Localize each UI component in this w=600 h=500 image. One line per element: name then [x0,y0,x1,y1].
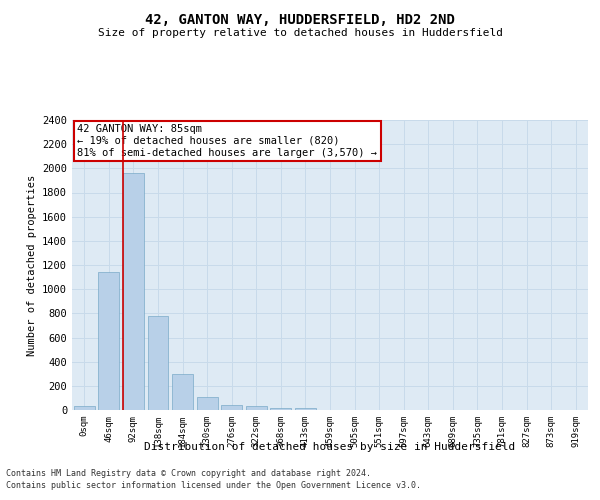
Text: Distribution of detached houses by size in Huddersfield: Distribution of detached houses by size … [145,442,515,452]
Bar [98,272,119,410]
Bar [221,404,242,410]
Y-axis label: Number of detached properties: Number of detached properties [26,174,37,356]
Bar [74,406,95,410]
Bar [172,374,193,410]
Bar [123,173,144,410]
Text: 42, GANTON WAY, HUDDERSFIELD, HD2 2ND: 42, GANTON WAY, HUDDERSFIELD, HD2 2ND [145,12,455,26]
Text: 42 GANTON WAY: 85sqm
← 19% of detached houses are smaller (820)
81% of semi-deta: 42 GANTON WAY: 85sqm ← 19% of detached h… [77,124,377,158]
Bar [295,408,316,410]
Text: Size of property relative to detached houses in Huddersfield: Size of property relative to detached ho… [97,28,503,38]
Bar [197,398,218,410]
Bar [148,316,169,410]
Bar [246,406,267,410]
Text: Contains public sector information licensed under the Open Government Licence v3: Contains public sector information licen… [6,481,421,490]
Text: Contains HM Land Registry data © Crown copyright and database right 2024.: Contains HM Land Registry data © Crown c… [6,468,371,477]
Bar [271,408,292,410]
